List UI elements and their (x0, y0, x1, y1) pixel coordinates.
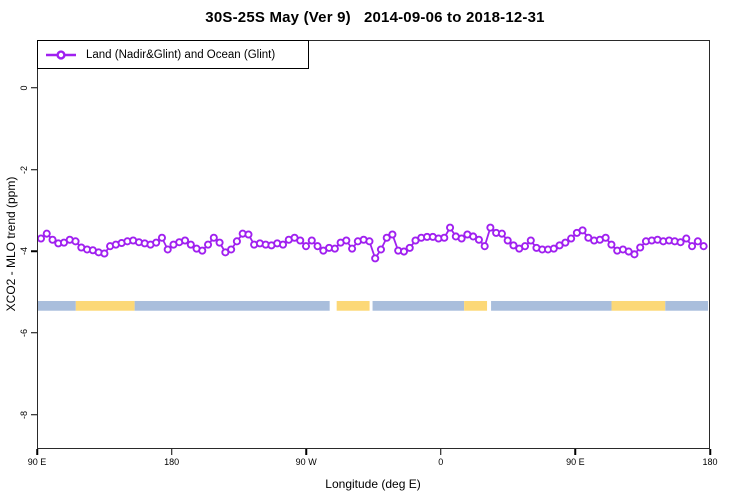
data-point (348, 244, 357, 253)
x-tick-mark (574, 449, 577, 455)
x-tick-label: 180 (702, 457, 718, 467)
data-point (693, 237, 702, 246)
data-point (42, 229, 51, 238)
x-tick-label: 90 E (27, 457, 47, 467)
data-point (446, 223, 455, 232)
x-tick-mark (36, 449, 38, 455)
data-point (204, 240, 213, 249)
data-point (469, 232, 478, 241)
data-point (520, 242, 530, 251)
data-point (100, 249, 109, 258)
coverage-band-land (611, 300, 666, 311)
data-point (301, 242, 311, 251)
data-point (567, 234, 576, 243)
data-point (578, 226, 587, 235)
data-point (209, 233, 218, 242)
data-point (215, 238, 224, 247)
coverage-band-land (464, 300, 488, 311)
coverage-band-ocean (372, 300, 465, 311)
data-point (296, 236, 305, 245)
data-point (388, 230, 397, 239)
data-point (163, 245, 172, 254)
data-point (480, 242, 489, 251)
y-tick-mark (31, 332, 37, 334)
data-point (227, 245, 236, 254)
data-point (371, 254, 380, 263)
chart-title: 30S-25S May (Ver 9) 2014-09-06 to 2018-1… (205, 9, 545, 26)
data-point (232, 237, 241, 246)
data-point (561, 238, 570, 247)
x-tick-label: 90 E (566, 457, 585, 467)
y-axis-title: XCO2 - MLO trend (ppm) (4, 176, 18, 312)
x-tick-label: 90 W (295, 457, 317, 467)
y-tick-mark (31, 413, 37, 416)
y-tick-label: -2 (19, 165, 29, 174)
data-point (457, 234, 466, 243)
legend-label: Land (Nadir&Glint) and Ocean (Glint) (86, 48, 276, 61)
x-tick-mark (709, 449, 711, 455)
x-axis-title: Longitude (deg E) (325, 477, 421, 491)
data-point (376, 245, 385, 254)
data-point (474, 235, 483, 244)
data-point (313, 242, 322, 251)
y-tick-label: 0 (19, 85, 29, 91)
data-point (497, 229, 506, 238)
legend-marker-icon (46, 49, 76, 60)
data-point (307, 236, 316, 245)
data-point (630, 250, 639, 259)
data-point (636, 243, 645, 252)
coverage-band-ocean (38, 300, 76, 311)
plot-svg (38, 223, 708, 311)
coverage-band-ocean (665, 300, 708, 311)
data-point (48, 235, 57, 244)
data-point (365, 237, 374, 246)
coverage-band-ocean (491, 300, 612, 311)
data-point (181, 236, 190, 245)
y-tick-mark (31, 250, 37, 252)
data-point (152, 238, 161, 247)
data-point (440, 233, 449, 242)
data-point (342, 236, 351, 245)
data-point (399, 247, 408, 256)
x-tick-label: 180 (164, 457, 180, 467)
x-tick-mark (170, 449, 173, 455)
coverage-band-land (75, 300, 135, 311)
data-point (526, 236, 535, 245)
data-point (688, 242, 697, 251)
data-point (676, 238, 685, 247)
y-tick-label: -8 (19, 410, 29, 419)
legend-box: Land (Nadir&Glint) and Ocean (Glint) (37, 40, 309, 69)
data-point (186, 240, 195, 249)
x-tick-mark (440, 449, 442, 455)
y-tick-label: -4 (19, 247, 29, 256)
data-point (607, 240, 616, 249)
x-tick-mark (305, 449, 307, 455)
coverage-band-land (336, 300, 370, 311)
y-tick-label: -6 (19, 328, 29, 337)
data-point (38, 234, 46, 243)
y-tick-mark (31, 168, 37, 171)
data-point (486, 223, 495, 232)
data-point (503, 236, 512, 245)
data-point (405, 243, 414, 252)
x-tick-label: 0 (438, 457, 444, 467)
data-point (509, 241, 518, 250)
data-point (382, 233, 391, 242)
data-point (682, 234, 691, 243)
data-point (157, 233, 166, 242)
data-point (330, 244, 339, 253)
data-point (601, 233, 610, 242)
plot-area (37, 40, 710, 449)
data-point (549, 244, 558, 253)
coverage-band-ocean (134, 300, 330, 311)
y-tick-mark (31, 87, 37, 89)
data-point (699, 242, 708, 251)
data-point (244, 230, 253, 239)
data-point (278, 240, 288, 249)
data-point (198, 246, 207, 255)
data-point (71, 237, 80, 246)
